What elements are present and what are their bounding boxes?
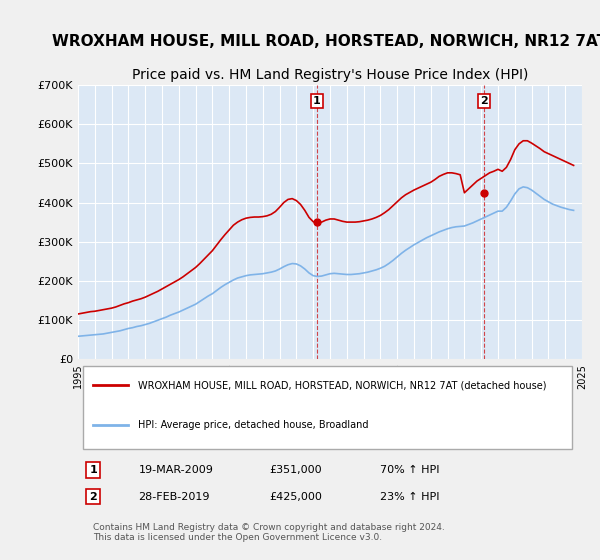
Text: 23% ↑ HPI: 23% ↑ HPI bbox=[380, 492, 440, 502]
Text: Price paid vs. HM Land Registry's House Price Index (HPI): Price paid vs. HM Land Registry's House … bbox=[132, 68, 528, 82]
Text: 28-FEB-2019: 28-FEB-2019 bbox=[139, 492, 210, 502]
Text: Contains HM Land Registry data © Crown copyright and database right 2024.
This d: Contains HM Land Registry data © Crown c… bbox=[93, 523, 445, 542]
Text: 2: 2 bbox=[89, 492, 97, 502]
Text: HPI: Average price, detached house, Broadland: HPI: Average price, detached house, Broa… bbox=[139, 421, 369, 430]
Text: £351,000: £351,000 bbox=[269, 465, 322, 475]
Text: WROXHAM HOUSE, MILL ROAD, HORSTEAD, NORWICH, NR12 7AT: WROXHAM HOUSE, MILL ROAD, HORSTEAD, NORW… bbox=[52, 34, 600, 49]
Text: 2: 2 bbox=[480, 96, 488, 106]
Text: 19-MAR-2009: 19-MAR-2009 bbox=[139, 465, 214, 475]
FancyBboxPatch shape bbox=[83, 366, 572, 449]
Text: 1: 1 bbox=[89, 465, 97, 475]
Text: WROXHAM HOUSE, MILL ROAD, HORSTEAD, NORWICH, NR12 7AT (detached house): WROXHAM HOUSE, MILL ROAD, HORSTEAD, NORW… bbox=[139, 380, 547, 390]
Text: £425,000: £425,000 bbox=[269, 492, 322, 502]
Text: 70% ↑ HPI: 70% ↑ HPI bbox=[380, 465, 440, 475]
Text: 1: 1 bbox=[313, 96, 321, 106]
